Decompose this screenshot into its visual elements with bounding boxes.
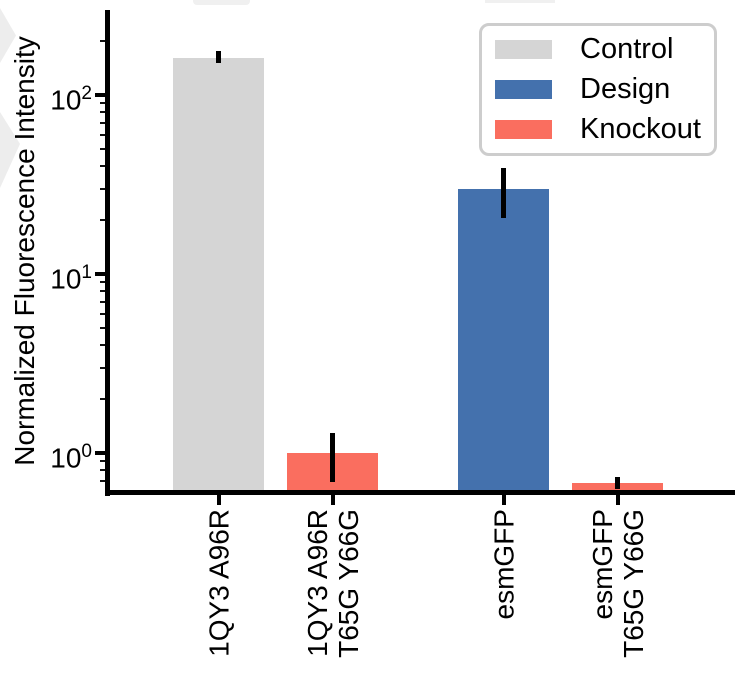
y-tick-base: 10 [50,263,82,295]
y-minor-tick-mark [100,398,105,401]
legend-label: Design [580,72,671,105]
y-tick-label: 100 [50,437,92,473]
y-tick-base: 10 [50,84,82,116]
x-tick-mark [330,495,335,505]
y-minor-tick-mark [100,300,105,303]
y-minor-tick-mark [100,469,105,472]
x-tick-label-line: esmGFP [586,509,618,620]
legend-entry-control: Control [482,35,714,64]
x-tick-label-line: T65G Y66G [617,509,649,658]
y-minor-tick-mark [100,147,105,150]
legend-swatch-knockout [495,119,552,139]
x-tick-label: esmGFP T65G Y66G [587,509,649,658]
y-minor-tick-mark [100,121,105,124]
y-minor-tick-mark [100,102,105,105]
legend-entry-knockout: Knockout [482,112,714,145]
legend-label: Knockout [580,112,701,145]
watermark-artifact [485,0,555,3]
y-minor-tick-mark [100,312,105,315]
y-tick-mark [95,93,105,97]
x-tick-label-line: 1QY3 A96R [203,509,234,657]
legend-swatch-control [495,40,552,60]
x-axis-line [105,490,735,495]
y-minor-tick-mark [100,165,105,168]
legend-entry-design: Design [482,72,714,105]
y-minor-tick-mark [100,133,105,136]
y-tick-exponent: 1 [81,262,92,283]
x-tick-mark [501,495,506,505]
y-minor-tick-mark [100,290,105,293]
y-tick-exponent: 0 [81,441,92,462]
y-minor-tick-mark [100,40,105,43]
y-tick-mark [95,451,105,455]
y-tick-label: 101 [50,258,92,294]
y-minor-tick-mark [100,281,105,284]
y-tick-exponent: 2 [81,83,92,104]
y-minor-tick-mark [100,460,105,463]
y-minor-tick-mark [100,344,105,347]
y-minor-tick-mark [100,219,105,222]
legend: Control Design Knockout [479,23,717,156]
bar-design [458,188,549,493]
x-tick-label: esmGFP [488,509,519,619]
y-minor-tick-mark [100,187,105,190]
error-bar [216,51,221,64]
legend-swatch-design [495,79,552,99]
legend-label: Control [580,33,674,66]
watermark-artifact [193,0,250,5]
y-minor-tick-mark [100,111,105,114]
x-tick-mark [615,495,620,505]
error-bar [501,168,506,219]
x-tick-mark [216,495,221,505]
y-axis-label: Normalized Fluorescence Intensity [9,36,40,466]
error-bar [615,477,620,489]
y-minor-tick-mark [100,366,105,369]
y-axis-line [105,10,110,496]
y-tick-base: 10 [50,442,82,474]
x-tick-label-line: T65G Y66G [332,509,364,658]
error-bar [330,433,335,482]
bar-control [173,58,264,493]
y-minor-tick-mark [100,326,105,329]
y-tick-mark [95,272,105,276]
y-tick-label: 102 [50,79,92,115]
x-tick-label: 1QY3 A96R [203,509,234,657]
x-tick-label: 1QY3 A96R T65G Y66G [302,509,364,658]
x-tick-label-line: esmGFP [488,509,519,620]
x-tick-label-line: 1QY3 A96R [301,509,333,657]
y-minor-tick-mark [100,479,105,482]
